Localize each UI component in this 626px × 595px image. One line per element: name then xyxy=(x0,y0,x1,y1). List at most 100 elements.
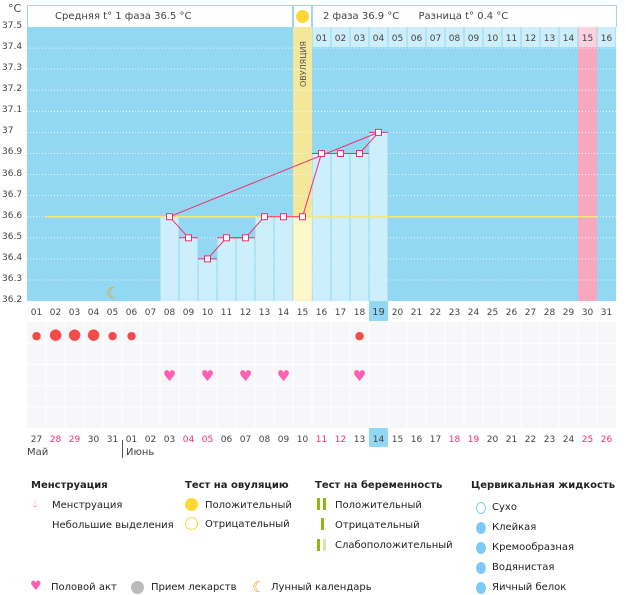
legend-pregnancy-title: Тест на беременность xyxy=(315,480,443,491)
next-cycle-day: 05 xyxy=(392,34,403,44)
temperature-chart: 01 02 03 04 05 06 07 08 09 10 11 12 13 14 15 16 ОВУЛЯЦИЯ… xyxy=(27,27,616,448)
legend-menstruation-title: Менструация xyxy=(31,480,108,491)
calendar-date: 16 xyxy=(411,435,423,445)
next-cycle-cell xyxy=(597,27,616,47)
calendar-date: 26 xyxy=(601,435,613,445)
heart-icon: ♥ xyxy=(163,367,176,385)
cervical-icon xyxy=(476,562,486,574)
cycle-day-label: 19 xyxy=(372,307,385,318)
legend-ovulation-negative: Отрицательный xyxy=(205,519,290,530)
calendar-date: 21 xyxy=(506,435,517,445)
calendar-date: 07 xyxy=(240,435,251,445)
moon-icon: ☾ xyxy=(252,578,266,595)
calendar-date: 24 xyxy=(563,435,575,445)
cycle-day-label: 10 xyxy=(202,308,214,318)
cycle-day-label: 31 xyxy=(601,308,612,318)
calendar-date: 18 xyxy=(449,435,461,445)
expected-period-column xyxy=(578,27,597,302)
cycle-day-label: 04 xyxy=(88,308,100,318)
calendar-date: 19 xyxy=(468,435,480,445)
next-cycle-day: 08 xyxy=(449,34,461,44)
heart-icon: ♥ xyxy=(239,367,252,385)
calendar-date: 06 xyxy=(221,435,233,445)
cycle-day-label: 13 xyxy=(259,308,270,318)
legend-cervical-title: Цервикальная жидкость xyxy=(471,480,616,491)
pregnancy-positive-icon xyxy=(317,498,320,510)
calendar-date: 12 xyxy=(335,435,346,445)
legend-menstruation-label: Менструация xyxy=(52,500,123,511)
y-tick-label: 37.2 xyxy=(2,84,23,95)
calendar-date: 08 xyxy=(259,435,271,445)
calendar-date: 27 xyxy=(31,435,42,445)
next-cycle-cell xyxy=(350,27,369,47)
temperature-bar xyxy=(293,216,312,302)
menstruation-drop-icon: ● xyxy=(68,325,81,343)
next-cycle-day: 11 xyxy=(506,34,517,44)
temperature-bar xyxy=(255,216,274,302)
month-divider xyxy=(122,440,123,458)
next-cycle-cell xyxy=(369,27,388,47)
y-tick-label: 37 xyxy=(2,126,14,137)
temperature-point xyxy=(280,213,287,221)
next-cycle-day: 07 xyxy=(430,34,441,44)
cervical-icon xyxy=(476,522,486,534)
next-cycle-day: 06 xyxy=(411,34,423,44)
calendar-date: 10 xyxy=(297,435,309,445)
unit-label: °C xyxy=(8,2,22,15)
temperature-point xyxy=(375,128,382,136)
positive-ovulation-icon xyxy=(185,498,198,511)
ovulation-label: ОВУЛЯЦИЯ xyxy=(299,41,308,87)
calendar-date: 23 xyxy=(544,435,555,445)
calendar-date: 15 xyxy=(392,435,403,445)
temperature-bar xyxy=(217,237,236,302)
next-cycle-day: 10 xyxy=(487,34,499,44)
cervical-icon xyxy=(476,502,486,514)
calendar-date: 09 xyxy=(278,435,290,445)
legend-moon: Лунный календарь xyxy=(271,582,372,593)
y-tick-label: 36.2 xyxy=(2,295,23,306)
calendar-date: 11 xyxy=(316,435,327,445)
cycle-day-label: 05 xyxy=(107,308,118,318)
spotting-drop-icon: ● xyxy=(108,329,118,342)
y-tick-label: 37.4 xyxy=(2,42,23,53)
next-cycle-day: 14 xyxy=(563,34,575,44)
y-tick-label: 36.8 xyxy=(2,168,23,179)
next-cycle-cell xyxy=(445,27,464,47)
y-tick-label: 36.3 xyxy=(2,273,23,284)
spotting-drop-icon: ● xyxy=(127,329,137,342)
temperature-bar xyxy=(160,216,179,302)
next-cycle-day: 15 xyxy=(582,34,593,44)
current-day-highlight xyxy=(369,301,388,322)
next-cycle-cell xyxy=(540,27,559,47)
cycle-day-label: 09 xyxy=(183,308,195,318)
cycle-day-label: 25 xyxy=(487,308,498,318)
cycle-day-label: 07 xyxy=(145,308,156,318)
calendar-date: 17 xyxy=(430,435,441,445)
next-cycle-day: 09 xyxy=(468,34,480,44)
cycle-day-label: 11 xyxy=(221,308,232,318)
pregnancy-weak-icon xyxy=(317,539,320,551)
temp-difference: Разница t° 0.4 °C xyxy=(418,11,509,22)
next-cycle-cell xyxy=(407,27,426,47)
next-cycle-day: 16 xyxy=(601,34,613,44)
cycle-day-label: 16 xyxy=(316,308,328,318)
next-cycle-day: 01 xyxy=(316,34,327,44)
next-cycle-day: 03 xyxy=(354,34,365,44)
legend-ovulation-positive: Положительный xyxy=(205,500,292,511)
calendar-date: 30 xyxy=(88,435,100,445)
calendar-date: 14 xyxy=(373,435,385,445)
legend-cervical-item: Кремообразная xyxy=(492,542,575,553)
cycle-day-label: 12 xyxy=(240,308,251,318)
cycle-day-label: 26 xyxy=(506,308,518,318)
pregnancy-negative-icon xyxy=(321,518,324,530)
temperature-point xyxy=(337,149,344,157)
cycle-day-label: 17 xyxy=(335,308,346,318)
cervical-icon xyxy=(476,542,486,554)
cycle-day-label: 30 xyxy=(582,308,594,318)
next-cycle-cell xyxy=(483,27,502,47)
cycle-day-label: 08 xyxy=(164,308,176,318)
cycle-day-label: 27 xyxy=(525,308,536,318)
next-cycle-cell xyxy=(578,27,597,47)
month-may: Май xyxy=(27,447,49,458)
